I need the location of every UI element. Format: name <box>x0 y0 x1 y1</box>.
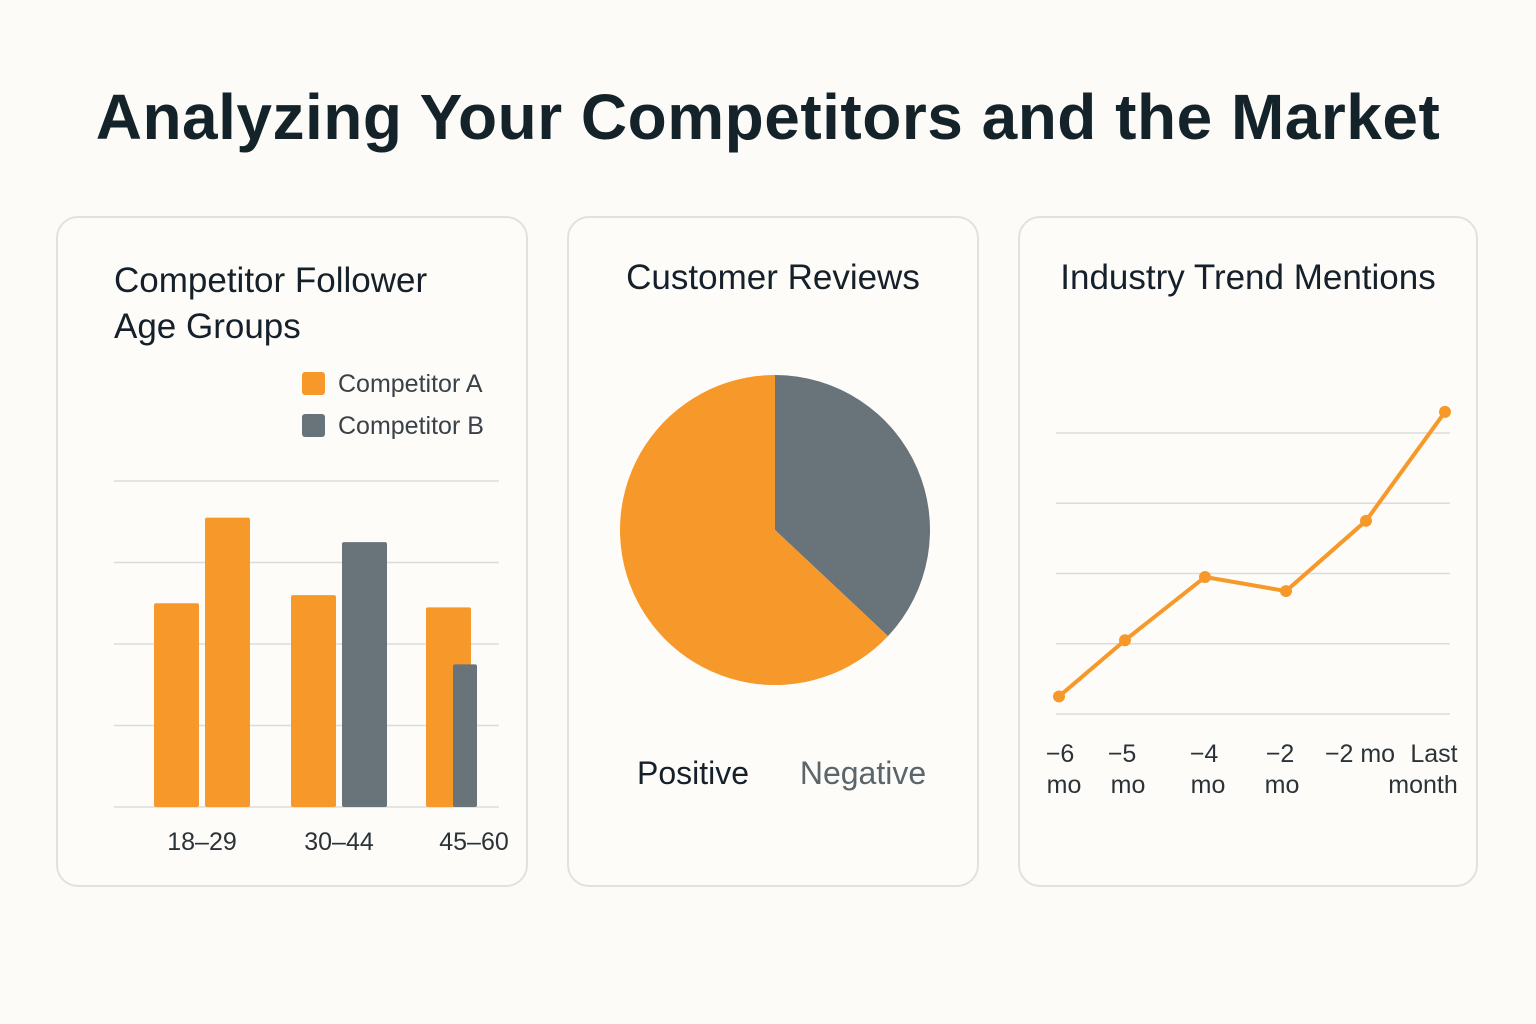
x-tick-label: 45–60 <box>439 828 509 856</box>
bar-chart: Competitor A Competitor B 18–29 30–44 45–60 <box>114 370 509 856</box>
legend-swatch-b <box>302 414 325 437</box>
x-tick-label: month <box>1388 771 1457 799</box>
title-line-1: Competitor Follower <box>114 261 428 300</box>
legend-label: Competitor B <box>338 412 484 440</box>
bar-chart-card: Competitor Follower Age Groups Competito… <box>56 216 528 887</box>
x-tick-label: −6 <box>1046 740 1075 768</box>
x-tick-label: 30–44 <box>304 828 374 856</box>
title-line-2: Age Groups <box>114 307 301 346</box>
page-title: Analyzing Your Competitors and the Marke… <box>95 81 1441 153</box>
bar-competitor-b-45–60 <box>453 664 477 807</box>
bar-chart-title: Competitor Follower Age Groups <box>114 258 427 350</box>
x-tick-label: −2 mo <box>1325 740 1395 768</box>
x-tick-label: mo <box>1191 771 1226 799</box>
x-tick-label: 18–29 <box>167 828 237 856</box>
data-point <box>1360 514 1372 527</box>
x-tick-label: −5 <box>1108 740 1137 768</box>
pie-chart-card: Customer Reviews Positive Negative <box>567 216 979 887</box>
pie-slice-negative <box>775 375 930 637</box>
data-point <box>1053 690 1065 703</box>
pie-label-negative: Negative <box>800 755 926 791</box>
data-point <box>1199 571 1211 584</box>
legend-swatch-a <box>302 372 325 395</box>
bar-competitor-b-18–29 <box>205 517 250 807</box>
data-point <box>1119 634 1131 647</box>
x-tick-label: mo <box>1111 771 1146 799</box>
pie-label-positive: Positive <box>637 755 749 791</box>
x-tick-label: Last <box>1410 740 1457 768</box>
bar-competitor-b-30–44 <box>342 542 387 807</box>
pie-chart-title: Customer Reviews <box>626 258 920 297</box>
pie-slice-positive <box>619 375 888 685</box>
x-tick-label: mo <box>1265 771 1300 799</box>
data-point <box>1280 585 1292 598</box>
line-chart-card: Industry Trend Mentions −6 mo −5 mo −4 mo −2 mo… <box>1018 216 1478 887</box>
line-chart-title: Industry Trend Mentions <box>1060 258 1436 297</box>
data-point <box>1439 405 1451 418</box>
x-tick-label: mo <box>1047 771 1082 799</box>
x-tick-label: −2 <box>1266 740 1295 768</box>
trend-line <box>1057 410 1447 698</box>
bar-competitor-a-30–44 <box>291 595 336 807</box>
legend-label: Competitor A <box>338 370 483 398</box>
x-tick-label: −4 <box>1190 740 1219 768</box>
line-chart: −6 mo −5 mo −4 mo −2 mo −2 mo Last month <box>1046 405 1458 799</box>
bar-competitor-a-18–29 <box>154 603 199 807</box>
pie-chart: Positive Negative <box>619 375 930 791</box>
